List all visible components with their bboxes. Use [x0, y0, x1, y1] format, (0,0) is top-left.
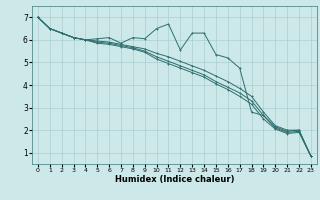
X-axis label: Humidex (Indice chaleur): Humidex (Indice chaleur): [115, 175, 234, 184]
